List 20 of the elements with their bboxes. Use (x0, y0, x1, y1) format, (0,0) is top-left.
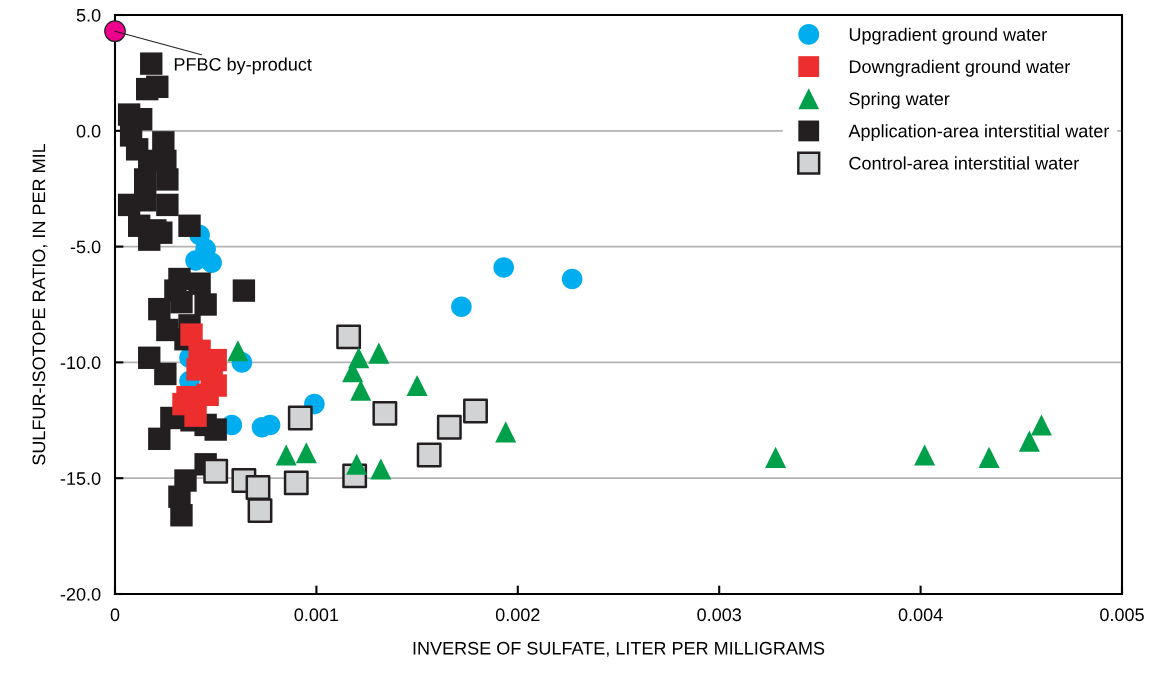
x-tick-label: 0.004 (898, 608, 943, 622)
legend-label: Downgradient ground water (849, 59, 1070, 77)
y-tick-label: -5.0 (70, 240, 101, 254)
legend-label: Upgradient ground water (849, 27, 1047, 45)
y-tick-label: -20.0 (60, 587, 101, 601)
y-tick-label: -10.0 (60, 356, 101, 370)
x-axis-title: INVERSE OF SULFATE, LITER PER MILLIGRAMS (413, 641, 825, 657)
y-tick-label: 5.0 (76, 8, 101, 22)
legend-label: Spring water (849, 92, 950, 109)
x-tick-label: 0.003 (697, 608, 741, 622)
annotation: PFBC by-product (174, 57, 312, 75)
y-tick-label: 0.0 (76, 124, 101, 138)
x-tick-label: 0.005 (1100, 608, 1144, 622)
legend-label: Control-area interstitial water (849, 156, 1079, 170)
x-tick-label: 0.001 (294, 608, 339, 622)
legend-label: Application-area interstitial water (848, 124, 1110, 142)
y-axis-title: SULFUR-ISOTOPE RATIO, IN PER MIL (32, 143, 48, 465)
x-tick-label: 0 (110, 608, 120, 622)
x-tick-label: 0.002 (495, 608, 540, 622)
y-tick-label: -15.0 (60, 472, 101, 485)
